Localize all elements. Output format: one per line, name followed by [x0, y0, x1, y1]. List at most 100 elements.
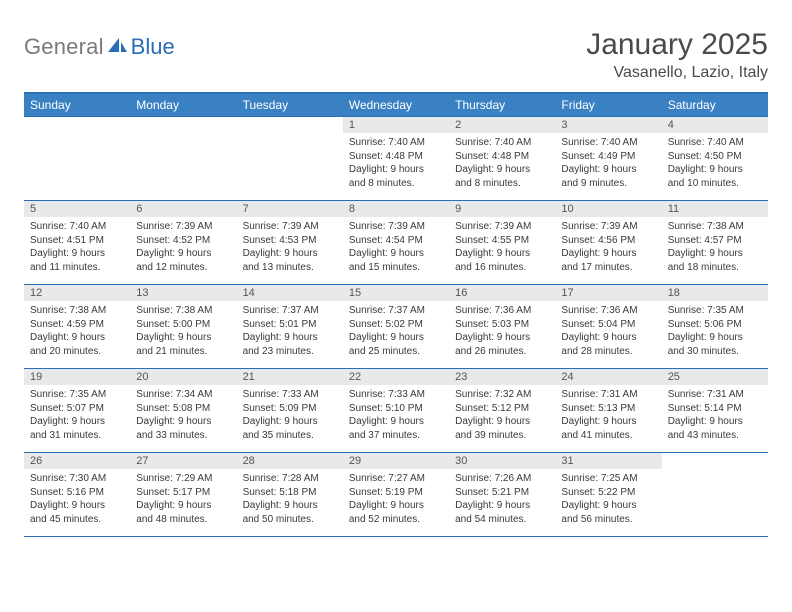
sunset-line: Sunset: 4:50 PM [668, 150, 762, 164]
day-number: 21 [237, 369, 343, 385]
sunset-line: Sunset: 4:48 PM [349, 150, 443, 164]
daylight-line: Daylight: 9 hours and 15 minutes. [349, 247, 443, 274]
daylight-line: Daylight: 9 hours and 45 minutes. [30, 499, 124, 526]
daylight-line: Daylight: 9 hours and 41 minutes. [561, 415, 655, 442]
day-number: 27 [130, 453, 236, 469]
daylight-line: Daylight: 9 hours and 20 minutes. [30, 331, 124, 358]
sunset-line: Sunset: 5:00 PM [136, 318, 230, 332]
day-details: Sunrise: 7:40 AMSunset: 4:49 PMDaylight:… [555, 133, 661, 194]
day-details: Sunrise: 7:36 AMSunset: 5:04 PMDaylight:… [555, 301, 661, 362]
day-number: 11 [662, 201, 768, 217]
day-number: 29 [343, 453, 449, 469]
calendar-day-cell: 19Sunrise: 7:35 AMSunset: 5:07 PMDayligh… [24, 369, 130, 453]
calendar-day-cell: 1Sunrise: 7:40 AMSunset: 4:48 PMDaylight… [343, 117, 449, 201]
day-details: Sunrise: 7:33 AMSunset: 5:09 PMDaylight:… [237, 385, 343, 446]
sunset-line: Sunset: 4:55 PM [455, 234, 549, 248]
daylight-line: Daylight: 9 hours and 39 minutes. [455, 415, 549, 442]
calendar-day-cell: 5Sunrise: 7:40 AMSunset: 4:51 PMDaylight… [24, 201, 130, 285]
day-number: 7 [237, 201, 343, 217]
sunrise-line: Sunrise: 7:40 AM [561, 136, 655, 150]
day-number: 10 [555, 201, 661, 217]
sunrise-line: Sunrise: 7:31 AM [668, 388, 762, 402]
calendar-week-row: 12Sunrise: 7:38 AMSunset: 4:59 PMDayligh… [24, 285, 768, 369]
day-number: 28 [237, 453, 343, 469]
day-details: Sunrise: 7:30 AMSunset: 5:16 PMDaylight:… [24, 469, 130, 530]
sunset-line: Sunset: 4:48 PM [455, 150, 549, 164]
day-details: Sunrise: 7:38 AMSunset: 4:59 PMDaylight:… [24, 301, 130, 362]
calendar-day-cell: 7Sunrise: 7:39 AMSunset: 4:53 PMDaylight… [237, 201, 343, 285]
sunset-line: Sunset: 5:09 PM [243, 402, 337, 416]
weekday-header: Monday [130, 93, 236, 117]
sunrise-line: Sunrise: 7:30 AM [30, 472, 124, 486]
daylight-line: Daylight: 9 hours and 8 minutes. [349, 163, 443, 190]
calendar-day-cell: 28Sunrise: 7:28 AMSunset: 5:18 PMDayligh… [237, 453, 343, 537]
daylight-line: Daylight: 9 hours and 28 minutes. [561, 331, 655, 358]
day-number [237, 117, 343, 133]
day-number [662, 453, 768, 469]
day-number: 22 [343, 369, 449, 385]
sunrise-line: Sunrise: 7:35 AM [30, 388, 124, 402]
calendar-day-cell: 24Sunrise: 7:31 AMSunset: 5:13 PMDayligh… [555, 369, 661, 453]
sunset-line: Sunset: 5:10 PM [349, 402, 443, 416]
day-number: 23 [449, 369, 555, 385]
sunrise-line: Sunrise: 7:31 AM [561, 388, 655, 402]
calendar-day-cell: 14Sunrise: 7:37 AMSunset: 5:01 PMDayligh… [237, 285, 343, 369]
sunrise-line: Sunrise: 7:40 AM [349, 136, 443, 150]
sunrise-line: Sunrise: 7:25 AM [561, 472, 655, 486]
sunset-line: Sunset: 5:07 PM [30, 402, 124, 416]
daylight-line: Daylight: 9 hours and 54 minutes. [455, 499, 549, 526]
sunrise-line: Sunrise: 7:40 AM [455, 136, 549, 150]
sunrise-line: Sunrise: 7:38 AM [30, 304, 124, 318]
calendar-day-cell: 31Sunrise: 7:25 AMSunset: 5:22 PMDayligh… [555, 453, 661, 537]
sunrise-line: Sunrise: 7:35 AM [668, 304, 762, 318]
weekday-header: Sunday [24, 93, 130, 117]
sunrise-line: Sunrise: 7:40 AM [668, 136, 762, 150]
sunset-line: Sunset: 4:52 PM [136, 234, 230, 248]
sunrise-line: Sunrise: 7:38 AM [668, 220, 762, 234]
calendar-day-cell [130, 117, 236, 201]
sunset-line: Sunset: 4:49 PM [561, 150, 655, 164]
sunrise-line: Sunrise: 7:27 AM [349, 472, 443, 486]
daylight-line: Daylight: 9 hours and 12 minutes. [136, 247, 230, 274]
day-details: Sunrise: 7:27 AMSunset: 5:19 PMDaylight:… [343, 469, 449, 530]
sunset-line: Sunset: 5:16 PM [30, 486, 124, 500]
sunrise-line: Sunrise: 7:38 AM [136, 304, 230, 318]
sunrise-line: Sunrise: 7:32 AM [455, 388, 549, 402]
calendar-week-row: 1Sunrise: 7:40 AMSunset: 4:48 PMDaylight… [24, 117, 768, 201]
sunset-line: Sunset: 5:14 PM [668, 402, 762, 416]
day-number: 20 [130, 369, 236, 385]
day-details: Sunrise: 7:40 AMSunset: 4:51 PMDaylight:… [24, 217, 130, 278]
sunset-line: Sunset: 5:01 PM [243, 318, 337, 332]
sunset-line: Sunset: 4:51 PM [30, 234, 124, 248]
day-number: 18 [662, 285, 768, 301]
sunset-line: Sunset: 5:02 PM [349, 318, 443, 332]
calendar-day-cell: 16Sunrise: 7:36 AMSunset: 5:03 PMDayligh… [449, 285, 555, 369]
calendar-day-cell: 27Sunrise: 7:29 AMSunset: 5:17 PMDayligh… [130, 453, 236, 537]
weekday-header: Wednesday [343, 93, 449, 117]
daylight-line: Daylight: 9 hours and 37 minutes. [349, 415, 443, 442]
sunrise-line: Sunrise: 7:33 AM [349, 388, 443, 402]
daylight-line: Daylight: 9 hours and 35 minutes. [243, 415, 337, 442]
daylight-line: Daylight: 9 hours and 48 minutes. [136, 499, 230, 526]
weekday-header: Thursday [449, 93, 555, 117]
calendar-day-cell: 17Sunrise: 7:36 AMSunset: 5:04 PMDayligh… [555, 285, 661, 369]
sunrise-line: Sunrise: 7:39 AM [561, 220, 655, 234]
daylight-line: Daylight: 9 hours and 17 minutes. [561, 247, 655, 274]
day-number [130, 117, 236, 133]
calendar-week-row: 19Sunrise: 7:35 AMSunset: 5:07 PMDayligh… [24, 369, 768, 453]
sunrise-line: Sunrise: 7:34 AM [136, 388, 230, 402]
weekday-header: Tuesday [237, 93, 343, 117]
calendar-day-cell: 6Sunrise: 7:39 AMSunset: 4:52 PMDaylight… [130, 201, 236, 285]
daylight-line: Daylight: 9 hours and 18 minutes. [668, 247, 762, 274]
calendar-day-cell: 18Sunrise: 7:35 AMSunset: 5:06 PMDayligh… [662, 285, 768, 369]
daylight-line: Daylight: 9 hours and 56 minutes. [561, 499, 655, 526]
calendar-day-cell [24, 117, 130, 201]
logo-part1: General [24, 34, 104, 60]
sunset-line: Sunset: 5:04 PM [561, 318, 655, 332]
sunset-line: Sunset: 5:19 PM [349, 486, 443, 500]
day-details: Sunrise: 7:38 AMSunset: 4:57 PMDaylight:… [662, 217, 768, 278]
daylight-line: Daylight: 9 hours and 16 minutes. [455, 247, 549, 274]
daylight-line: Daylight: 9 hours and 23 minutes. [243, 331, 337, 358]
sunset-line: Sunset: 4:59 PM [30, 318, 124, 332]
sunset-line: Sunset: 4:56 PM [561, 234, 655, 248]
